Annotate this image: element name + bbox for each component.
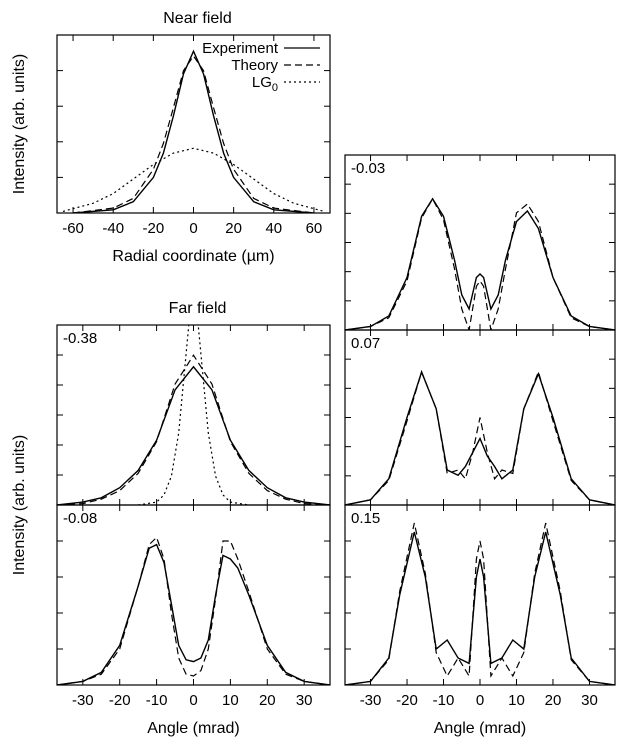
x-tick-label: -60 — [62, 220, 84, 237]
series-line-theory — [57, 536, 330, 685]
series-line-experiment — [345, 531, 615, 685]
x-tick-label: -30 — [72, 692, 94, 709]
panel-annotation: 0.15 — [351, 510, 380, 527]
legend-entry: Theory — [231, 57, 278, 74]
y-axis-label-far: Intensity (arb. units) — [11, 435, 28, 576]
panel-title: Far field — [169, 300, 227, 317]
x-tick-label: 30 — [581, 692, 598, 709]
plot-frame — [56, 504, 331, 686]
x-tick-label: 0 — [189, 220, 197, 237]
plot-frame — [344, 154, 616, 331]
x-tick-label: -20 — [396, 692, 418, 709]
plot-frame — [56, 324, 331, 506]
panel-annotation: -0.38 — [63, 330, 97, 347]
x-tick-label: -20 — [143, 220, 165, 237]
panel-annotation: -0.08 — [63, 510, 97, 527]
x-axis-label: Angle (mrad) — [147, 720, 239, 737]
series-line-theory — [345, 522, 615, 685]
x-tick-label: -30 — [360, 692, 382, 709]
panel-0: -60 -40 -20 0 20 40 60 Near field Radial coordin… — [56, 10, 331, 265]
series-line-experiment — [73, 49, 314, 213]
y-axis-label-near: Intensity (arb. units) — [11, 54, 28, 195]
panel-annotation: -0.03 — [351, 160, 385, 177]
panel-title: Near field — [163, 10, 231, 27]
panel-2: -30 -20 -10 0 10 20 30 -0.08 Angle (mrad) — [56, 504, 331, 737]
series-line-experiment — [57, 543, 330, 685]
panel-1: -0.38 Far field — [56, 300, 331, 506]
x-tick-label: -10 — [146, 692, 168, 709]
legend-entry: Experiment — [202, 40, 279, 57]
panel-5: -30 -20 -10 0 10 20 30 0.15 Angle (mrad) — [344, 504, 616, 737]
series-line-theory — [57, 354, 330, 505]
panel-3: -0.03 — [344, 154, 616, 331]
x-axis-label: Radial coordinate (µm) — [112, 248, 274, 265]
series-line-theory — [345, 370, 615, 505]
x-tick-label: 30 — [296, 692, 313, 709]
legend-entry: LG0 — [252, 74, 278, 94]
x-tick-label: 60 — [306, 220, 323, 237]
series-line-theory — [73, 54, 314, 213]
plot-frame — [344, 504, 616, 686]
x-tick-label: 0 — [189, 692, 197, 709]
x-tick-label: 20 — [259, 692, 276, 709]
x-tick-label: 10 — [508, 692, 525, 709]
plot-frame — [56, 34, 331, 214]
x-tick-label: 10 — [222, 692, 239, 709]
series-line-lg0 — [62, 147, 325, 212]
x-tick-label: 40 — [265, 220, 282, 237]
series-line-experiment — [345, 197, 615, 330]
x-tick-label: 0 — [476, 692, 484, 709]
series-line-theory — [345, 197, 615, 330]
x-tick-label: -40 — [102, 220, 124, 237]
x-tick-label: -20 — [109, 692, 131, 709]
panel-4: 0.07 — [344, 329, 616, 506]
x-axis-label: Angle (mrad) — [434, 720, 526, 737]
x-tick-label: 20 — [225, 220, 242, 237]
series-line-experiment — [345, 369, 615, 505]
x-tick-label: -10 — [433, 692, 455, 709]
series-line-experiment — [57, 365, 330, 505]
panel-annotation: 0.07 — [351, 335, 380, 352]
x-tick-label: 20 — [545, 692, 562, 709]
